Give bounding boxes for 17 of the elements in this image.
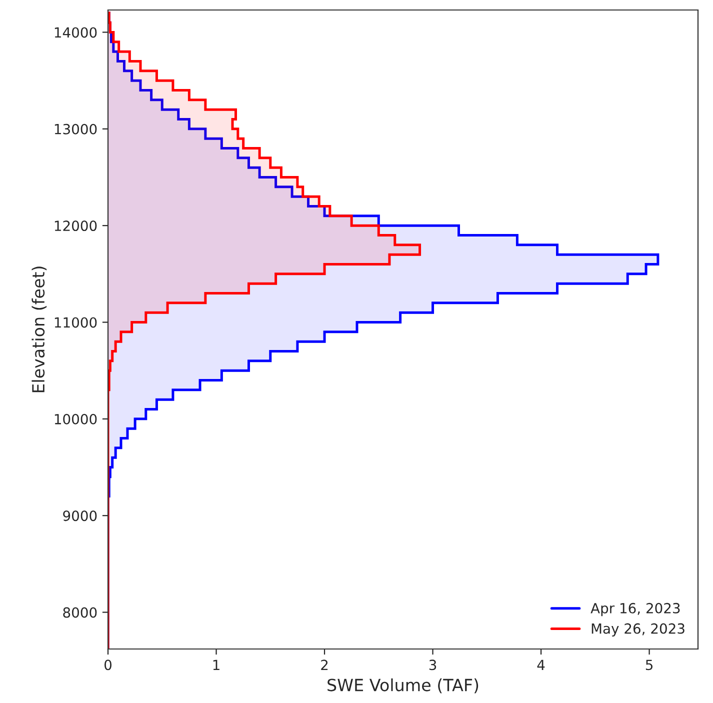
- y-tick-label: 9000: [63, 510, 97, 522]
- x-tick-label: 3: [429, 660, 436, 670]
- x-tick-label: 5: [646, 660, 652, 670]
- y-axis-title: Elevation (feet): [32, 266, 47, 392]
- x-tick-label: 4: [537, 660, 545, 670]
- y-tick-label: 14000: [54, 27, 97, 38]
- y-tick-label: 12000: [54, 220, 97, 232]
- y-tick-label: 10000: [54, 414, 97, 424]
- x-tick-label: 1: [213, 660, 220, 670]
- legend-label: May 26, 2023: [592, 623, 684, 636]
- x-tick-label: 2: [321, 660, 328, 670]
- x-tick-label: 0: [104, 660, 112, 670]
- y-tick-label: 13000: [54, 124, 97, 134]
- y-tick-label: 11000: [54, 317, 97, 328]
- legend-label: Apr 16, 2023: [590, 602, 680, 616]
- y-tick-label: 8000: [63, 607, 97, 618]
- x-axis-title: SWE Volume (TAF): [328, 678, 478, 694]
